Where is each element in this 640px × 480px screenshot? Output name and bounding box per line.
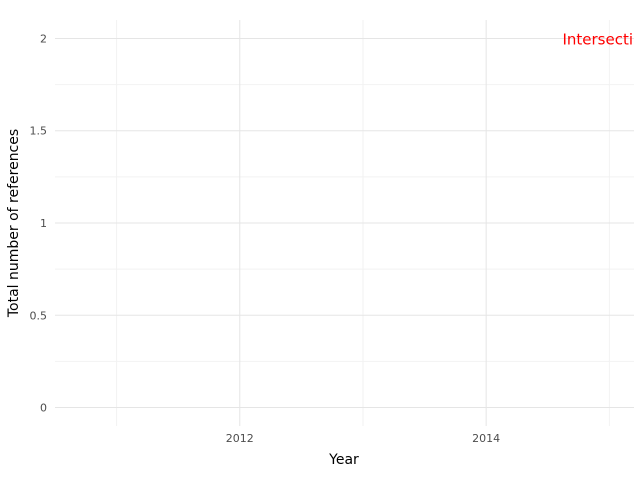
x-tick-labels: 2012 2014: [226, 432, 500, 445]
minor-gridlines: [55, 20, 634, 426]
annotations: Intersecti: [562, 30, 633, 48]
x-tick-label: 2012: [226, 432, 254, 445]
x-axis-title: Year: [328, 452, 359, 468]
y-tick-labels: 0 0.5 1 1.5 2: [30, 32, 48, 414]
major-gridlines: [55, 20, 634, 426]
y-tick-label: 0.5: [30, 309, 48, 322]
y-axis-title: Total number of references: [6, 129, 22, 318]
y-tick-label: 1: [40, 217, 47, 230]
annotation-label: Intersecti: [562, 30, 633, 48]
y-tick-label: 0: [40, 402, 47, 415]
y-tick-label: 1.5: [30, 125, 48, 138]
y-tick-label: 2: [40, 32, 47, 45]
x-tick-label: 2014: [472, 432, 500, 445]
